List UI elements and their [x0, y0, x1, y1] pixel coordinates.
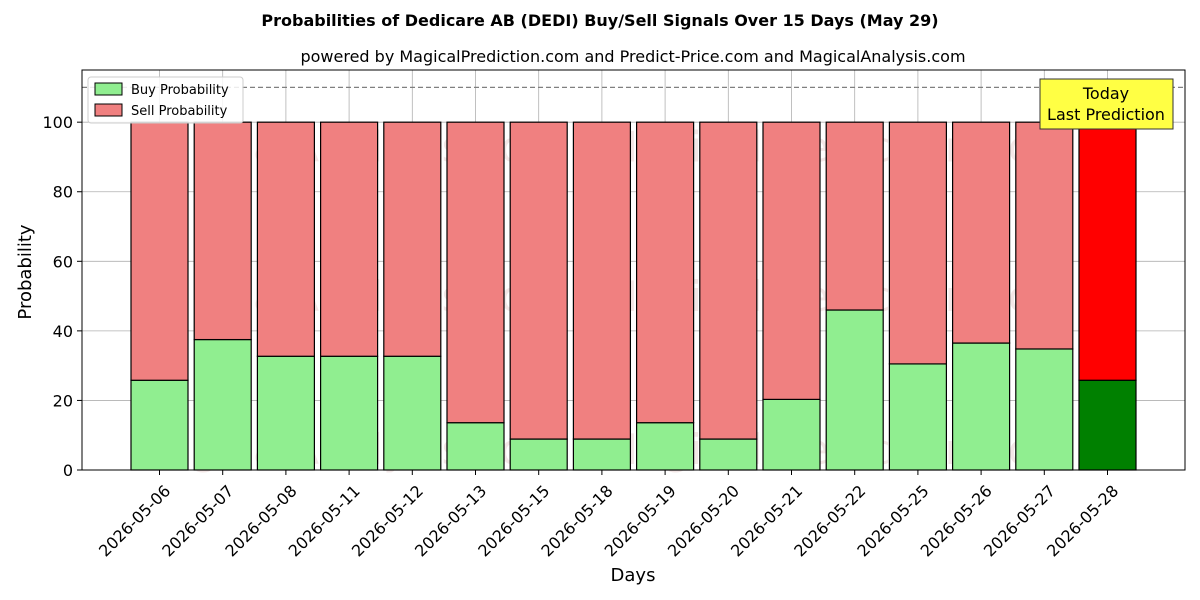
buy-bar	[256, 355, 315, 471]
buy-bar	[130, 379, 189, 471]
legend-swatch	[94, 82, 123, 96]
x-axis-label: Days	[611, 565, 656, 586]
sell-bar	[320, 121, 379, 357]
today-annotation: Today Last Prediction	[1039, 78, 1174, 130]
chart-title: Probabilities of Dedicare AB (DEDI) Buy/…	[261, 11, 938, 30]
annotation-box	[1039, 78, 1174, 130]
annotation-line: Last Prediction	[1047, 105, 1165, 124]
sell-bar	[509, 121, 568, 440]
plot-frame	[81, 69, 1186, 471]
sell-bar	[572, 121, 632, 440]
x-axis-ticks: 2026-05-062026-05-072026-05-082026-05-11…	[95, 470, 1122, 560]
sell-bar	[193, 121, 252, 341]
y-tick-label: 80	[53, 183, 73, 202]
sell-bar	[130, 121, 189, 381]
sell-bar	[888, 121, 948, 365]
sell-bar	[256, 121, 315, 357]
chart-subtitle: powered by MagicalPrediction.com and Pre…	[300, 47, 965, 66]
sell-bar	[1015, 121, 1074, 350]
buy-bar	[699, 438, 758, 471]
legend-label: Sell Probability	[131, 104, 228, 119]
buy-bar	[635, 422, 695, 471]
sell-bar	[825, 121, 884, 311]
legend-swatch	[94, 103, 123, 117]
annotation-line: Today	[1082, 84, 1129, 103]
sell-bar	[446, 121, 505, 424]
buy-bar	[446, 422, 505, 471]
sell-bar	[699, 121, 758, 440]
sell-bar	[635, 121, 695, 424]
y-axis-label: Probability	[15, 224, 36, 319]
sell-bar	[762, 121, 821, 400]
sell-bar	[1078, 121, 1137, 381]
y-tick-label: 60	[53, 252, 73, 271]
legend: Buy Probability Sell Probability	[87, 76, 244, 124]
buy-bar	[762, 398, 821, 471]
y-tick-label: 40	[53, 322, 73, 341]
buy-bar	[1078, 379, 1137, 471]
buy-bar	[193, 338, 252, 471]
sell-bar	[951, 121, 1011, 344]
legend-label: Buy Probability	[131, 83, 229, 98]
buy-bar	[572, 438, 632, 471]
buy-bar	[951, 342, 1011, 471]
buy-bar	[825, 309, 884, 471]
buy-bar	[509, 438, 568, 471]
buy-bar	[888, 363, 948, 471]
sell-bar	[383, 121, 442, 357]
y-axis-ticks: 0 20 40 60 80 100	[42, 113, 82, 480]
y-tick-label: 20	[53, 391, 73, 410]
buy-bar	[383, 355, 442, 471]
buy-bar	[320, 355, 379, 471]
legend-box	[87, 76, 244, 124]
y-tick-label: 0	[63, 461, 73, 480]
y-tick-label: 100	[42, 113, 73, 132]
buy-bar	[1015, 348, 1074, 471]
bars	[130, 121, 1137, 471]
